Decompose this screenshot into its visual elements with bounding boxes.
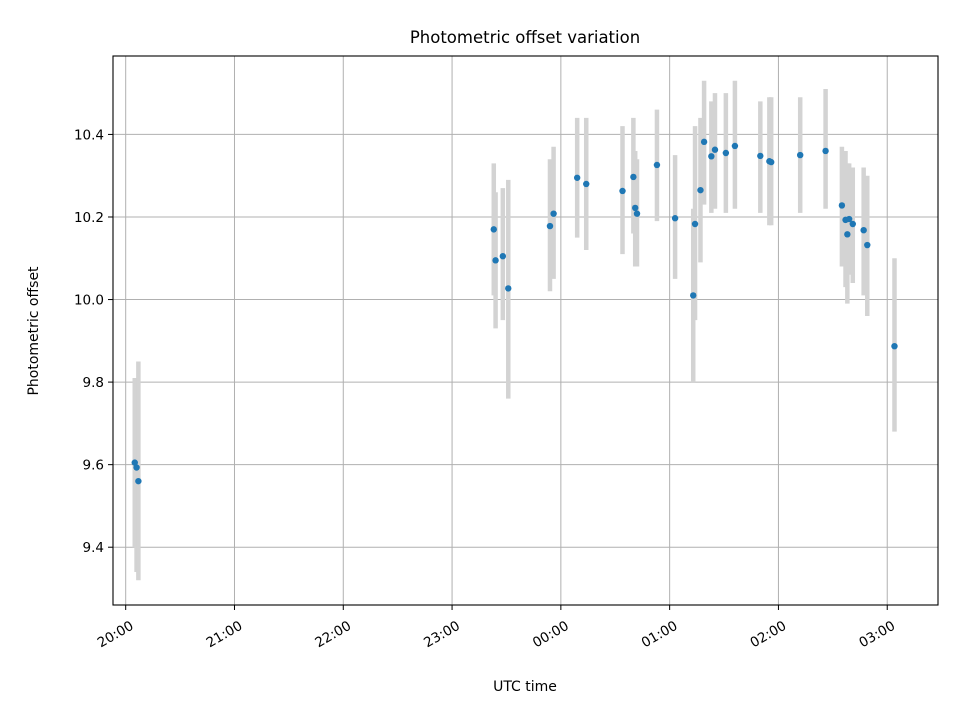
- data-point: [492, 257, 499, 264]
- data-point: [490, 226, 497, 233]
- x-axis-label: UTC time: [493, 679, 557, 695]
- data-point: [546, 222, 554, 230]
- data-point: [671, 215, 679, 222]
- data-point: [550, 210, 557, 217]
- x-axis-ticks: 20:00 21:00 22:00 23:00 00:00 01:00 02:00 03:00: [95, 605, 898, 651]
- data-point: [731, 142, 739, 150]
- y-tick-label: 9.4: [83, 540, 104, 556]
- data-point: [619, 187, 626, 195]
- y-tick-label: 9.6: [83, 458, 104, 474]
- x-tick-label: 21:00: [204, 618, 246, 651]
- data-point: [711, 146, 719, 153]
- x-tick-label: 00:00: [530, 618, 572, 651]
- y-tick-label: 10.2: [74, 210, 104, 226]
- data-point: [708, 153, 715, 160]
- data-point: [849, 220, 856, 228]
- data-point: [767, 158, 775, 166]
- plot-frame: [112, 55, 939, 606]
- data-point: [131, 459, 138, 466]
- data-point: [653, 161, 661, 169]
- data-point: [864, 241, 871, 249]
- x-tick-label: 02:00: [748, 618, 790, 651]
- data-point: [700, 138, 708, 146]
- x-tick-label: 20:00: [95, 618, 137, 651]
- x-tick-label: 22:00: [312, 618, 354, 651]
- data-point: [860, 226, 867, 234]
- x-tick-label: 23:00: [421, 618, 463, 651]
- data-point: [573, 174, 581, 181]
- data-point: [691, 220, 699, 228]
- data-point: [633, 210, 641, 217]
- error-bars: [132, 80, 897, 581]
- data-point: [796, 151, 804, 159]
- data-point: [697, 186, 704, 194]
- data-point: [135, 477, 142, 485]
- data-point: [630, 173, 637, 181]
- chart-title: Photometric offset variation: [410, 28, 640, 47]
- y-axis-label: Photometric offset: [26, 266, 42, 396]
- data-point: [891, 342, 898, 350]
- grid-lines: [113, 56, 938, 605]
- y-tick-label: 10.4: [74, 127, 104, 143]
- data-point: [757, 152, 764, 160]
- x-tick-label: 01:00: [639, 618, 681, 651]
- data-point: [838, 202, 846, 209]
- y-tick-label: 9.8: [83, 375, 104, 391]
- data-point: [583, 180, 590, 188]
- y-tick-label: 10.0: [74, 293, 104, 309]
- data-point: [505, 285, 512, 292]
- y-axis-ticks: 9.4 9.6 9.8 10.0 10.2 10.4: [74, 127, 113, 556]
- data-point: [133, 464, 140, 471]
- data-points: [131, 138, 898, 485]
- data-point: [631, 204, 639, 212]
- data-point: [690, 292, 697, 299]
- data-point: [822, 147, 829, 155]
- data-point: [845, 215, 853, 223]
- data-point: [499, 252, 507, 260]
- data-point: [722, 149, 730, 157]
- data-point: [844, 231, 851, 238]
- x-tick-label: 03:00: [856, 618, 898, 651]
